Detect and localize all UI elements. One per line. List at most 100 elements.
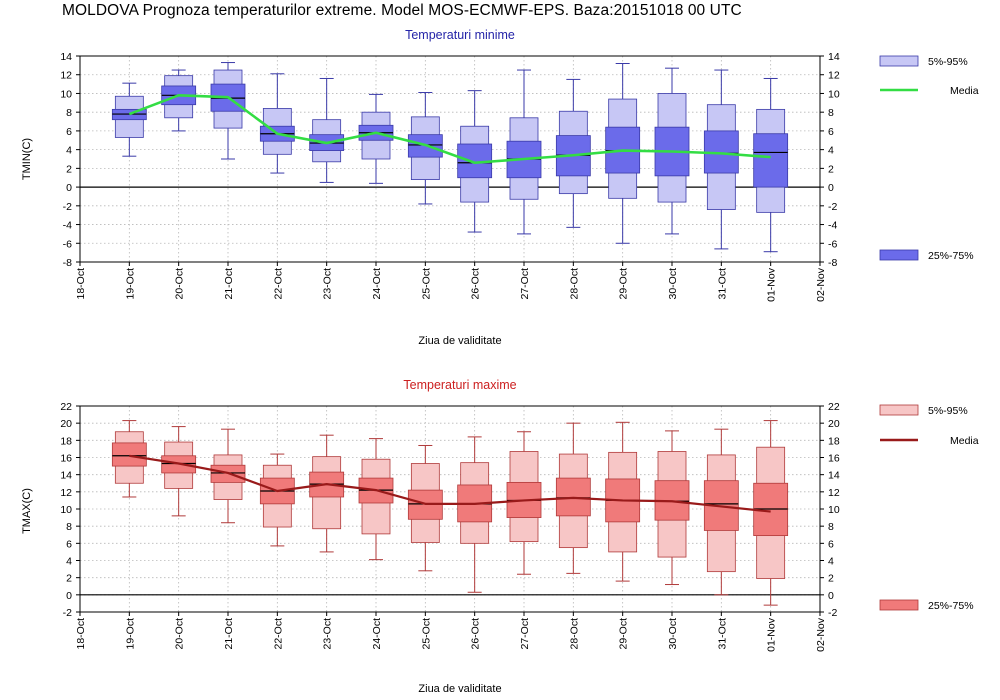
- x-tick-label: 20-Oct: [174, 268, 186, 300]
- y-tick-label-right: 0: [828, 590, 834, 602]
- y-tick-label-right: 14: [828, 51, 840, 63]
- y-tick-label-right: 2: [828, 573, 834, 585]
- y-tick-label-right: 6: [828, 126, 834, 138]
- legend-label-box: 25%-75%: [928, 250, 974, 262]
- x-tick-label: 30-Oct: [667, 618, 679, 650]
- y-tick-label: 14: [60, 51, 72, 63]
- y-tick-label: 10: [60, 504, 72, 516]
- y-tick-label-right: -2: [828, 607, 837, 619]
- x-tick-label: 27-Oct: [519, 268, 531, 300]
- x-tick-label: 23-Oct: [322, 268, 334, 300]
- legend-label-whisker: 5%-95%: [928, 405, 968, 417]
- y-tick-label-right: 14: [828, 470, 840, 482]
- legend-swatch-box: [879, 599, 919, 611]
- x-axis-label: Ziua de validitate: [418, 335, 501, 347]
- y-tick-label-right: 22: [828, 401, 840, 413]
- x-tick-label: 27-Oct: [519, 618, 531, 650]
- y-tick-label-right: 12: [828, 487, 840, 499]
- x-tick-label: 24-Oct: [371, 268, 383, 300]
- y-tick-label-right: 4: [828, 145, 834, 157]
- legend-label-media: Media: [950, 85, 979, 97]
- panel-title: Temperaturi minime: [405, 28, 515, 42]
- x-tick-label: 30-Oct: [667, 268, 679, 300]
- x-tick-label: 02-Nov: [815, 617, 827, 652]
- y-tick-label-right: 2: [828, 163, 834, 175]
- legend-swatch-whisker: [879, 55, 919, 67]
- y-tick-label-right: 8: [828, 521, 834, 533]
- legend-label-media: Media: [950, 435, 979, 447]
- y-tick-label-right: 4: [828, 556, 834, 568]
- box-25-75: [753, 133, 789, 188]
- x-tick-label: 29-Oct: [618, 268, 630, 300]
- x-tick-label: 31-Oct: [716, 268, 728, 300]
- x-tick-label: 02-Nov: [815, 267, 827, 302]
- x-tick-label: 19-Oct: [124, 618, 136, 650]
- y-tick-label: -6: [63, 238, 72, 250]
- media-line: [129, 454, 771, 513]
- y-tick-label-right: 18: [828, 435, 840, 447]
- x-tick-label: 18-Oct: [75, 268, 87, 300]
- y-tick-label: -4: [63, 220, 72, 232]
- y-tick-label: 18: [60, 435, 72, 447]
- y-tick-label-right: 10: [828, 88, 840, 100]
- legend-swatch-box: [879, 249, 919, 261]
- x-tick-label: 25-Oct: [420, 618, 432, 650]
- x-tick-label: 01-Nov: [766, 267, 778, 302]
- x-tick-label: 22-Oct: [272, 618, 284, 650]
- y-tick-label: 2: [66, 163, 72, 175]
- y-tick-label-right: 16: [828, 453, 840, 465]
- y-tick-label: -2: [63, 607, 72, 619]
- box-25-75: [111, 442, 147, 467]
- box-25-75: [555, 477, 591, 517]
- y-tick-label: 8: [66, 107, 72, 119]
- y-tick-label: 0: [66, 182, 72, 194]
- y-tick-label: -2: [63, 201, 72, 213]
- x-axis-label: Ziua de validitate: [418, 683, 501, 695]
- y-tick-label: 16: [60, 453, 72, 465]
- y-tick-label: 0: [66, 590, 72, 602]
- y-tick-label-right: 12: [828, 70, 840, 82]
- x-tick-label: 31-Oct: [716, 618, 728, 650]
- y-tick-label-right: 0: [828, 182, 834, 194]
- y-tick-label: 10: [60, 88, 72, 100]
- y-tick-label: 8: [66, 521, 72, 533]
- x-tick-label: 20-Oct: [174, 618, 186, 650]
- y-tick-label-right: -4: [828, 220, 837, 232]
- y-tick-label: 2: [66, 573, 72, 585]
- y-tick-label: 6: [66, 126, 72, 138]
- y-tick-label: 22: [60, 401, 72, 413]
- x-tick-label: 23-Oct: [322, 618, 334, 650]
- x-tick-label: 18-Oct: [75, 618, 87, 650]
- x-tick-label: 28-Oct: [568, 618, 580, 650]
- y-tick-label-right: 8: [828, 107, 834, 119]
- y-tick-label: 12: [60, 70, 72, 82]
- y-tick-label: -8: [63, 257, 72, 269]
- x-tick-label: 28-Oct: [568, 268, 580, 300]
- x-tick-label: 21-Oct: [223, 618, 235, 650]
- y-tick-label: 6: [66, 538, 72, 550]
- panel-title: Temperaturi maxime: [403, 378, 516, 392]
- y-tick-label: 12: [60, 487, 72, 499]
- media-line: [128, 94, 771, 165]
- x-tick-label: 26-Oct: [470, 618, 482, 650]
- y-tick-label-right: 10: [828, 504, 840, 516]
- y-tick-label-right: -6: [828, 238, 837, 250]
- y-tick-label: 4: [66, 556, 72, 568]
- y-axis-label: TMIN(C): [21, 138, 33, 180]
- legend-swatch-whisker: [879, 404, 919, 416]
- y-axis-label: TMAX(C): [21, 488, 33, 534]
- plot-frame: [79, 55, 821, 263]
- y-tick-label: 20: [60, 418, 72, 430]
- x-tick-label: 25-Oct: [420, 268, 432, 300]
- x-tick-label: 24-Oct: [371, 618, 383, 650]
- x-tick-label: 29-Oct: [618, 618, 630, 650]
- x-tick-label: 22-Oct: [272, 268, 284, 300]
- y-tick-label-right: 6: [828, 538, 834, 550]
- y-tick-label: 4: [66, 145, 72, 157]
- y-tick-label-right: 20: [828, 418, 840, 430]
- legend-label-whisker: 5%-95%: [928, 56, 968, 68]
- y-tick-label-right: -2: [828, 201, 837, 213]
- main-title: MOLDOVA Prognoza temperaturilor extreme.…: [62, 2, 742, 19]
- y-tick-label: 14: [60, 470, 72, 482]
- x-tick-label: 26-Oct: [470, 268, 482, 300]
